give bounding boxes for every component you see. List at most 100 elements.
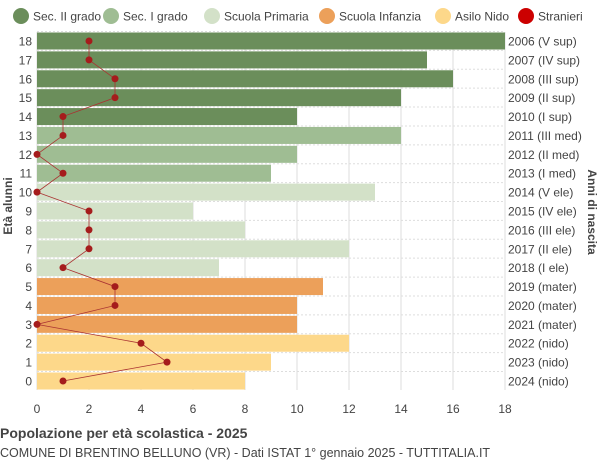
stranieri-point-age-4 bbox=[111, 301, 119, 309]
bar-age-15 bbox=[37, 89, 401, 107]
legend-swatch-3 bbox=[319, 8, 335, 24]
x-tick-label: 12 bbox=[342, 402, 356, 416]
age-label: 8 bbox=[25, 223, 32, 237]
birth-year-label: 2008 (III sup) bbox=[508, 72, 579, 86]
age-label: 15 bbox=[19, 91, 33, 105]
bar-age-14 bbox=[37, 108, 297, 126]
axis-labels: 0 2 4 6 8 10 12 14 16 18 18 2006 (V sup) 1 7 2007 (IV … bbox=[19, 35, 582, 417]
x-tick-label: 6 bbox=[190, 402, 197, 416]
y-axis-right-title: Anni di nascita bbox=[585, 169, 599, 255]
bar-age-3 bbox=[37, 315, 297, 333]
stranieri-point-age-17 bbox=[85, 56, 93, 64]
birth-year-label: 2017 (II ele) bbox=[508, 242, 572, 256]
stranieri-point-age-9 bbox=[85, 207, 93, 215]
stranieri-point-age-15 bbox=[111, 94, 119, 102]
x-tick-label: 8 bbox=[242, 402, 249, 416]
birth-year-label: 2015 (IV ele) bbox=[508, 205, 577, 219]
legend-swatch-1 bbox=[103, 8, 119, 24]
bar-age-2 bbox=[37, 334, 349, 352]
birth-year-label: 2023 (nido) bbox=[508, 356, 569, 370]
stranieri-point-age-10 bbox=[33, 188, 41, 196]
stranieri-point-age-12 bbox=[33, 150, 41, 158]
chart-subtitle: COMUNE DI BRENTINO BELLUNO (VR) - Dati I… bbox=[0, 446, 490, 460]
legend-label-1: Sec. I grado bbox=[123, 10, 188, 24]
bar-age-5 bbox=[37, 278, 323, 296]
x-tick-label: 14 bbox=[394, 402, 408, 416]
age-label: 18 bbox=[19, 35, 33, 49]
age-label: 13 bbox=[19, 129, 33, 143]
stranieri-point-age-14 bbox=[59, 113, 67, 121]
birth-year-label: 2020 (mater) bbox=[508, 299, 577, 313]
legend-label-5: Stranieri bbox=[538, 10, 583, 24]
stranieri-point-age-6 bbox=[59, 264, 67, 272]
x-tick-label: 4 bbox=[138, 402, 145, 416]
age-label: 7 bbox=[25, 242, 32, 256]
birth-year-label: 2014 (V ele) bbox=[508, 186, 573, 200]
stranieri-point-age-1 bbox=[163, 358, 171, 366]
age-label: 16 bbox=[19, 72, 33, 86]
birth-year-label: 2018 (I ele) bbox=[508, 261, 569, 275]
birth-year-label: 2007 (IV sup) bbox=[508, 53, 580, 67]
bar-age-18 bbox=[37, 32, 505, 50]
birth-year-label: 2022 (nido) bbox=[508, 337, 569, 351]
birth-year-label: 2011 (III med) bbox=[508, 129, 582, 143]
legend-swatch-4 bbox=[435, 8, 451, 24]
birth-year-label: 2010 (I sup) bbox=[508, 110, 572, 124]
birth-year-label: 2009 (II sup) bbox=[508, 91, 575, 105]
age-label: 5 bbox=[25, 280, 32, 294]
stranieri-point-age-13 bbox=[59, 131, 67, 139]
x-tick-label: 2 bbox=[86, 402, 93, 416]
age-label: 12 bbox=[19, 148, 33, 162]
bar-age-10 bbox=[37, 183, 375, 201]
x-tick-label: 18 bbox=[498, 402, 512, 416]
stranieri-point-age-7 bbox=[85, 245, 93, 253]
bar-age-4 bbox=[37, 296, 297, 314]
legend-label-0: Sec. II grado bbox=[33, 10, 101, 24]
bar-age-13 bbox=[37, 126, 401, 144]
legend-label-3: Scuola Infanzia bbox=[339, 10, 421, 24]
bar-age-11 bbox=[37, 164, 271, 182]
stranieri-point-age-18 bbox=[85, 37, 93, 45]
bar-age-16 bbox=[37, 70, 453, 88]
stranieri-point-age-8 bbox=[85, 226, 93, 234]
bar-age-1 bbox=[37, 353, 271, 371]
legend-swatch-0 bbox=[13, 8, 29, 24]
legend-swatch-2 bbox=[204, 8, 220, 24]
bar-age-8 bbox=[37, 221, 245, 239]
bar-age-12 bbox=[37, 145, 297, 163]
x-tick-label: 16 bbox=[446, 402, 460, 416]
bar-age-6 bbox=[37, 259, 219, 277]
legend-swatch-5 bbox=[518, 8, 534, 24]
age-label: 3 bbox=[25, 318, 32, 332]
age-label: 2 bbox=[25, 337, 32, 351]
legend-label-4: Asilo Nido bbox=[455, 10, 509, 24]
birth-year-label: 2019 (mater) bbox=[508, 280, 577, 294]
age-label: 14 bbox=[19, 110, 33, 124]
birth-year-label: 2024 (nido) bbox=[508, 375, 569, 389]
bar-age-9 bbox=[37, 202, 193, 220]
bars bbox=[37, 32, 505, 390]
x-tick-label: 0 bbox=[34, 402, 41, 416]
age-label: 11 bbox=[20, 167, 33, 181]
age-label: 6 bbox=[25, 261, 32, 275]
stranieri-point-age-0 bbox=[59, 377, 67, 385]
birth-year-label: 2006 (V sup) bbox=[508, 35, 577, 49]
birth-year-label: 2021 (mater) bbox=[508, 318, 577, 332]
chart-title: Popolazione per età scolastica - 2025 bbox=[0, 425, 248, 441]
stranieri-point-age-11 bbox=[59, 169, 67, 177]
legend-label-2: Scuola Primaria bbox=[224, 10, 309, 24]
age-label: 1 bbox=[25, 356, 32, 370]
stranieri-point-age-16 bbox=[111, 75, 119, 83]
birth-year-label: 2012 (II med) bbox=[508, 148, 579, 162]
bar-age-17 bbox=[37, 51, 427, 69]
stranieri-point-age-3 bbox=[33, 320, 41, 328]
age-label: 9 bbox=[25, 205, 32, 219]
age-label: 4 bbox=[25, 299, 32, 313]
age-label: 10 bbox=[19, 186, 33, 200]
age-label: 0 bbox=[25, 375, 32, 389]
y-axis-title: Età alunni bbox=[1, 177, 15, 234]
stranieri-point-age-5 bbox=[111, 283, 119, 291]
bar-age-7 bbox=[37, 240, 349, 258]
birth-year-label: 2016 (III ele) bbox=[508, 223, 575, 237]
